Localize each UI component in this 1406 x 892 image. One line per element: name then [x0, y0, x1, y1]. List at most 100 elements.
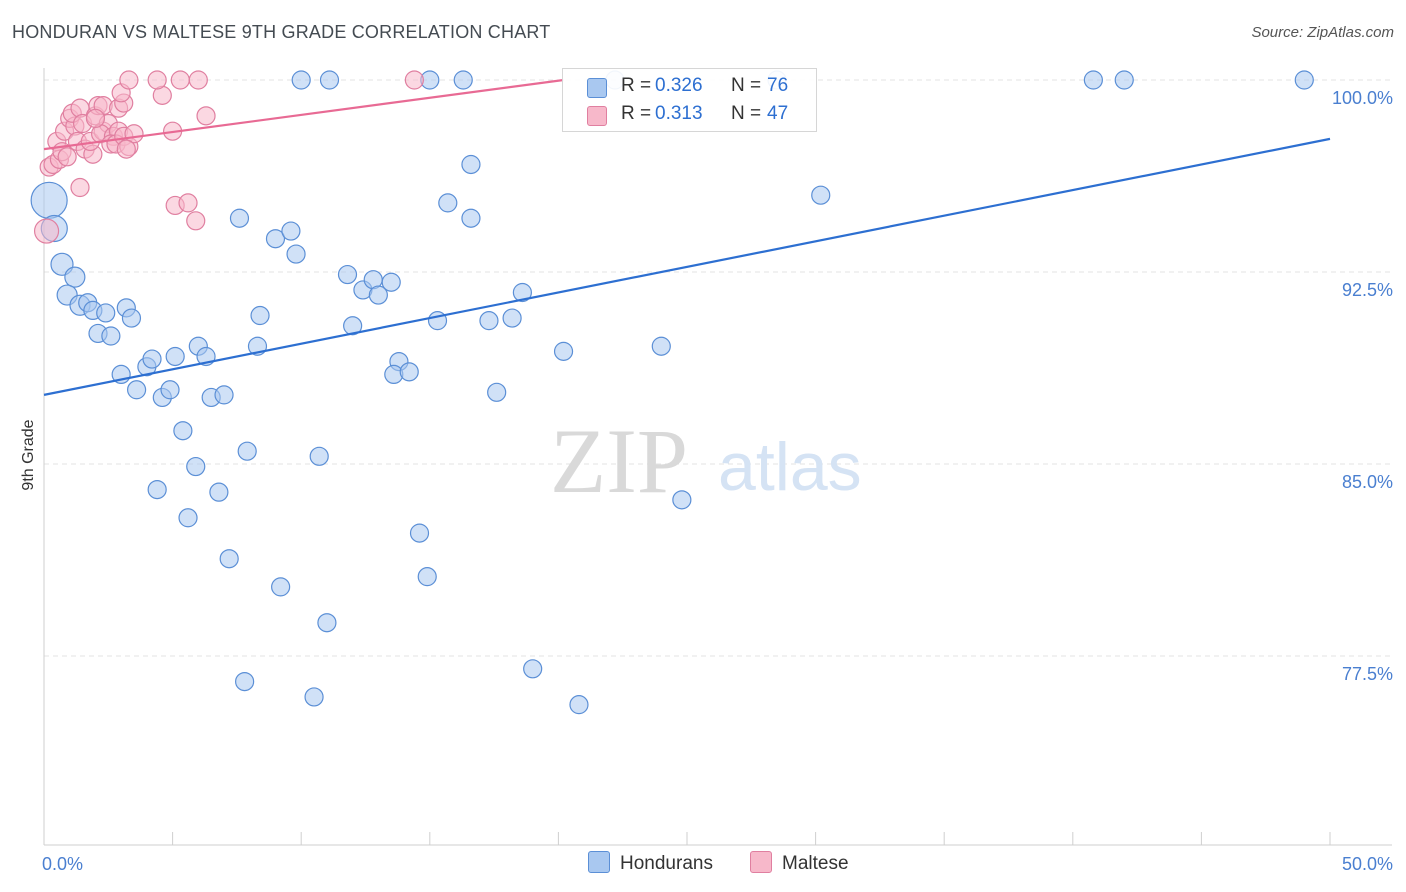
watermark: ZIP atlas	[550, 410, 862, 512]
hondurans-point	[569, 695, 589, 715]
y-tick-label: 100.0%	[1332, 88, 1393, 108]
r-value: 0.326	[655, 75, 703, 96]
hondurans-point	[229, 208, 250, 228]
maltese-point	[170, 70, 190, 90]
maltese-point	[33, 218, 60, 244]
hondurans-point	[487, 382, 507, 402]
y-axis-label: 9th Grade	[20, 419, 37, 490]
legend-label: Maltese	[782, 853, 849, 874]
watermark-zip: ZIP	[550, 410, 688, 512]
hondurans-point	[64, 266, 86, 288]
hondurans-point	[291, 70, 311, 90]
hondurans-point	[479, 311, 499, 331]
hondurans-point	[30, 181, 68, 219]
maltese-point	[85, 108, 106, 129]
hondurans-point	[811, 185, 831, 205]
maltese-point	[116, 139, 136, 159]
hondurans-point	[286, 244, 306, 264]
n-value: 47	[767, 103, 789, 124]
hondurans-point	[219, 549, 239, 569]
maltese-point	[147, 70, 167, 90]
hondurans-point	[214, 385, 234, 405]
y-tick-label: 92.5%	[1342, 280, 1393, 300]
hondurans-point	[126, 380, 147, 400]
trend-lines	[43, 78, 1331, 396]
maltese-point	[70, 177, 90, 198]
legend-swatch	[588, 851, 610, 873]
data-points	[30, 70, 1314, 715]
r-label: R =	[621, 75, 652, 96]
hondurans-point	[319, 70, 340, 90]
hondurans-point	[553, 341, 574, 361]
hondurans-point	[381, 272, 401, 292]
hondurans-point	[461, 154, 481, 175]
hondurans-point	[651, 336, 671, 356]
hondurans-point	[317, 613, 337, 633]
hondurans-point	[142, 349, 162, 369]
legend-label: Hondurans	[620, 853, 713, 874]
hondurans-point	[250, 305, 270, 326]
hondurans-point	[1083, 70, 1103, 90]
hondurans-point	[96, 303, 116, 323]
hondurans-point	[304, 687, 324, 707]
r-value: 0.313	[655, 103, 703, 124]
hondurans-point	[121, 308, 142, 328]
hondurans-point	[160, 380, 180, 400]
maltese-point	[119, 70, 139, 90]
source-label: Source: ZipAtlas.com	[1251, 24, 1394, 41]
n-label: N =	[731, 103, 762, 124]
hondurans-point	[265, 229, 286, 249]
legend-swatch-maltese	[587, 106, 607, 126]
y-tick-label: 85.0%	[1342, 472, 1393, 492]
hondurans-point	[101, 326, 121, 346]
hondurans-point	[1114, 70, 1134, 90]
legend-swatch	[750, 851, 772, 873]
hondurans-point	[165, 346, 185, 367]
stats-legend: R = 0.326 N = 76 R = 0.313 N = 47	[562, 68, 817, 132]
x-tick-label: 0.0%	[42, 854, 83, 874]
hondurans-point	[235, 671, 255, 692]
hondurans-point	[1294, 70, 1314, 90]
hondurans-point	[438, 193, 458, 213]
hondurans-point	[409, 523, 430, 543]
hondurans-point	[178, 508, 198, 528]
maltese-point	[188, 70, 208, 90]
r-label: R =	[621, 103, 652, 124]
hondurans-point	[368, 285, 388, 305]
hondurans-point	[399, 362, 419, 382]
hondurans-point	[209, 482, 229, 502]
hondurans-point	[512, 282, 532, 303]
legend-row-maltese: R = 0.313 N = 47	[563, 100, 816, 130]
maltese-point	[404, 70, 424, 90]
hondurans-point	[147, 480, 167, 500]
y-tick-label: 77.5%	[1342, 664, 1393, 684]
hondurans-point	[271, 577, 291, 597]
n-value: 76	[767, 75, 789, 96]
hondurans-point	[523, 659, 543, 679]
hondurans-point	[309, 446, 329, 466]
hondurans-point	[417, 567, 437, 587]
maltese-trend-line	[43, 78, 564, 151]
hondurans-point	[672, 490, 692, 510]
hondurans-point	[237, 441, 257, 461]
hondurans-point	[173, 421, 193, 441]
hondurans-point	[337, 264, 358, 285]
maltese-point	[178, 193, 198, 213]
maltese-point	[57, 147, 77, 167]
hondurans-point	[461, 208, 481, 228]
chart-title: HONDURAN VS MALTESE 9TH GRADE CORRELATIO…	[12, 22, 551, 42]
hondurans-point	[281, 221, 301, 241]
n-label: N =	[731, 75, 762, 96]
maltese-point	[196, 106, 216, 126]
hondurans-trend-line	[43, 137, 1331, 396]
hondurans-point	[186, 456, 206, 477]
tick-labels: 100.0% 92.5% 85.0% 77.5% 0.0% 50.0%	[42, 88, 1393, 874]
x-tick-label: 50.0%	[1342, 854, 1393, 874]
legend-item-hondurans: Hondurans	[588, 851, 713, 875]
legend-row-hondurans: R = 0.326 N = 76	[563, 72, 816, 102]
maltese-point	[186, 211, 206, 231]
legend-item-maltese: Maltese	[750, 851, 849, 875]
hondurans-point	[343, 316, 363, 336]
watermark-atlas: atlas	[718, 429, 862, 505]
